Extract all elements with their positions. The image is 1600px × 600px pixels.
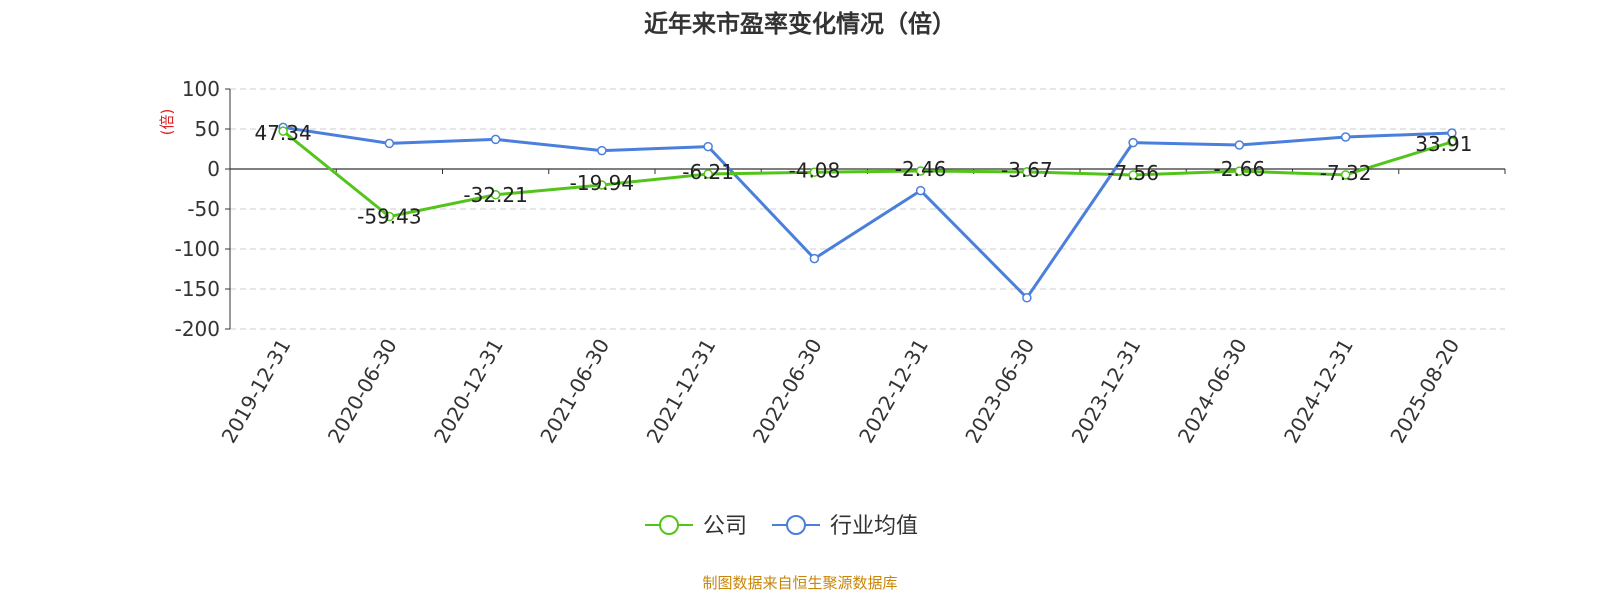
legend-marker-industry: [786, 515, 806, 535]
data-label: -32.21: [463, 183, 527, 207]
x-tick-label: 2022-06-30: [748, 335, 827, 448]
data-label: -2.46: [895, 157, 947, 181]
legend-label-industry: 行业均值: [830, 514, 918, 539]
industry-point: [1340, 132, 1351, 142]
source-note: 制图数据来自恒生聚源数据库: [702, 574, 898, 592]
x-tick-label: 2025-08-20: [1385, 335, 1464, 448]
industry-point: [1022, 293, 1032, 303]
company-point: [597, 180, 607, 190]
industry-point: [1447, 128, 1457, 138]
x-tick-label: 2022-12-31: [854, 335, 933, 448]
company-point: [1022, 167, 1032, 177]
company-line: [282, 129, 1453, 219]
y-tick-label: -150: [175, 277, 220, 301]
y-tick-label: 50: [195, 117, 220, 141]
industry-line: [282, 125, 1452, 300]
x-tick-label: 2024-12-31: [1279, 335, 1358, 448]
company-point: [915, 166, 926, 176]
data-label: -59.43: [357, 205, 421, 229]
legend-marker-company: [659, 515, 679, 535]
data-label: 47.34: [254, 121, 311, 145]
data-label: -19.94: [570, 171, 634, 195]
chart-title: 近年来市盈率变化情况（倍）: [644, 10, 956, 38]
x-tick-label: 2020-06-30: [323, 335, 402, 448]
company-point: [1447, 137, 1457, 147]
data-labels: 47.34 -59.43 -32.21 -19.94 -6.21 -4.08 -2.46 -3…: [254, 121, 1472, 228]
industry-point: [384, 138, 395, 149]
industry-point: [597, 145, 607, 156]
x-tick-label: 2021-12-31: [642, 335, 721, 448]
y-tick-label: -50: [187, 197, 220, 221]
company-point: [384, 211, 395, 222]
industry-point: [490, 134, 501, 145]
legend: 公司 行业均值: [645, 514, 918, 539]
industry-point: [1128, 137, 1138, 148]
x-tick-label: 2024-06-30: [1173, 335, 1252, 448]
x-tick-label: 2020-12-31: [429, 335, 508, 448]
industry-point: [809, 253, 820, 264]
company-point: [278, 126, 288, 136]
data-label: -7.32: [1320, 161, 1372, 185]
legend-label-company: 公司: [703, 514, 747, 539]
data-label: -2.66: [1214, 157, 1266, 181]
x-tick-label: 2019-12-31: [217, 335, 296, 448]
industry-point: [703, 141, 713, 152]
industry-point: [915, 185, 926, 196]
x-tick-label: 2023-06-30: [960, 335, 1039, 448]
y-tick-label: 100: [182, 77, 220, 101]
data-label: 33.91: [1415, 132, 1472, 156]
y-tick-label: -200: [175, 317, 220, 341]
company-point: [490, 190, 501, 200]
data-label: -6.21: [682, 160, 734, 184]
series-lines: [278, 122, 1457, 303]
y-tick-label: 0: [207, 157, 220, 181]
grid-lines: [230, 88, 1505, 330]
y-tick-label: -100: [175, 237, 220, 261]
axes: 100 50 0 -50 -100 -150 -200 (倍) 2019-12-31 2020-0…: [158, 77, 1506, 448]
data-label: -4.08: [789, 158, 841, 182]
x-tick-label: 2023-12-31: [1067, 335, 1146, 448]
company-point: [1234, 166, 1245, 176]
company-point: [703, 169, 713, 179]
company-point: [809, 167, 820, 178]
y-axis-label: (倍): [158, 109, 176, 136]
x-tick-label: 2021-06-30: [535, 335, 614, 448]
data-label: -7.56: [1107, 161, 1159, 185]
data-label: -3.67: [1001, 158, 1053, 182]
company-point: [1340, 170, 1351, 180]
company-point: [1128, 170, 1138, 180]
industry-point: [1234, 140, 1245, 150]
